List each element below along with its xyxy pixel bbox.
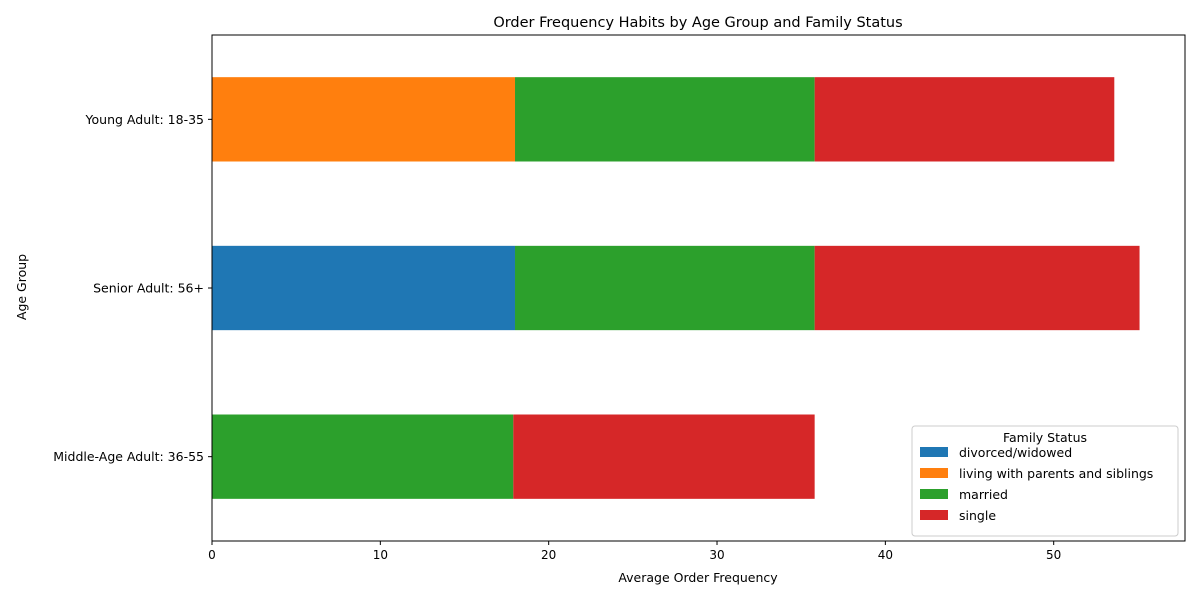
bar-0-3 xyxy=(513,414,815,499)
bar-0-2 xyxy=(212,414,514,499)
bar-1-0 xyxy=(212,245,516,331)
legend-box xyxy=(911,425,1179,537)
legend-label-0: divorced/widowed xyxy=(959,445,1072,460)
x-tick-label-0: 0 xyxy=(208,548,216,562)
bar-1-3 xyxy=(814,245,1140,331)
bars-group xyxy=(212,77,1140,499)
x-axis-label: Average Order Frequency xyxy=(618,570,778,585)
y-axis-label: Age Group xyxy=(14,254,29,320)
x-tick-label-1: 10 xyxy=(373,548,388,562)
y-tick-label-2: Young Adult: 18-35 xyxy=(85,112,204,127)
legend-title: Family Status xyxy=(1003,430,1087,445)
legend-label-3: single xyxy=(959,508,996,523)
legend-swatch-3 xyxy=(920,510,948,520)
x-tick-label-5: 50 xyxy=(1046,548,1061,562)
legend-swatch-0 xyxy=(920,447,948,457)
legend-label-2: married xyxy=(959,487,1008,502)
x-tick-label-2: 20 xyxy=(541,548,556,562)
bar-2-3 xyxy=(814,77,1115,162)
x-tick-label-4: 40 xyxy=(878,548,893,562)
axes-group: 0 10 20 30 40 50 Middle-Age Adult: 36-55 Senior… xyxy=(53,34,1186,562)
chart-title: Order Frequency Habits by Age Group and … xyxy=(493,15,902,31)
y-tick-label-1: Senior Adult: 56+ xyxy=(93,281,204,296)
bar-1-2 xyxy=(515,245,815,331)
x-tick-label-3: 30 xyxy=(709,548,724,562)
bar-2-1 xyxy=(212,77,516,162)
bar-2-2 xyxy=(515,77,815,162)
legend-label-1: living with parents and siblings xyxy=(959,466,1153,481)
legend-swatch-2 xyxy=(920,489,948,499)
legend-swatch-1 xyxy=(920,468,948,478)
y-tick-label-0: Middle-Age Adult: 36-55 xyxy=(53,449,204,464)
